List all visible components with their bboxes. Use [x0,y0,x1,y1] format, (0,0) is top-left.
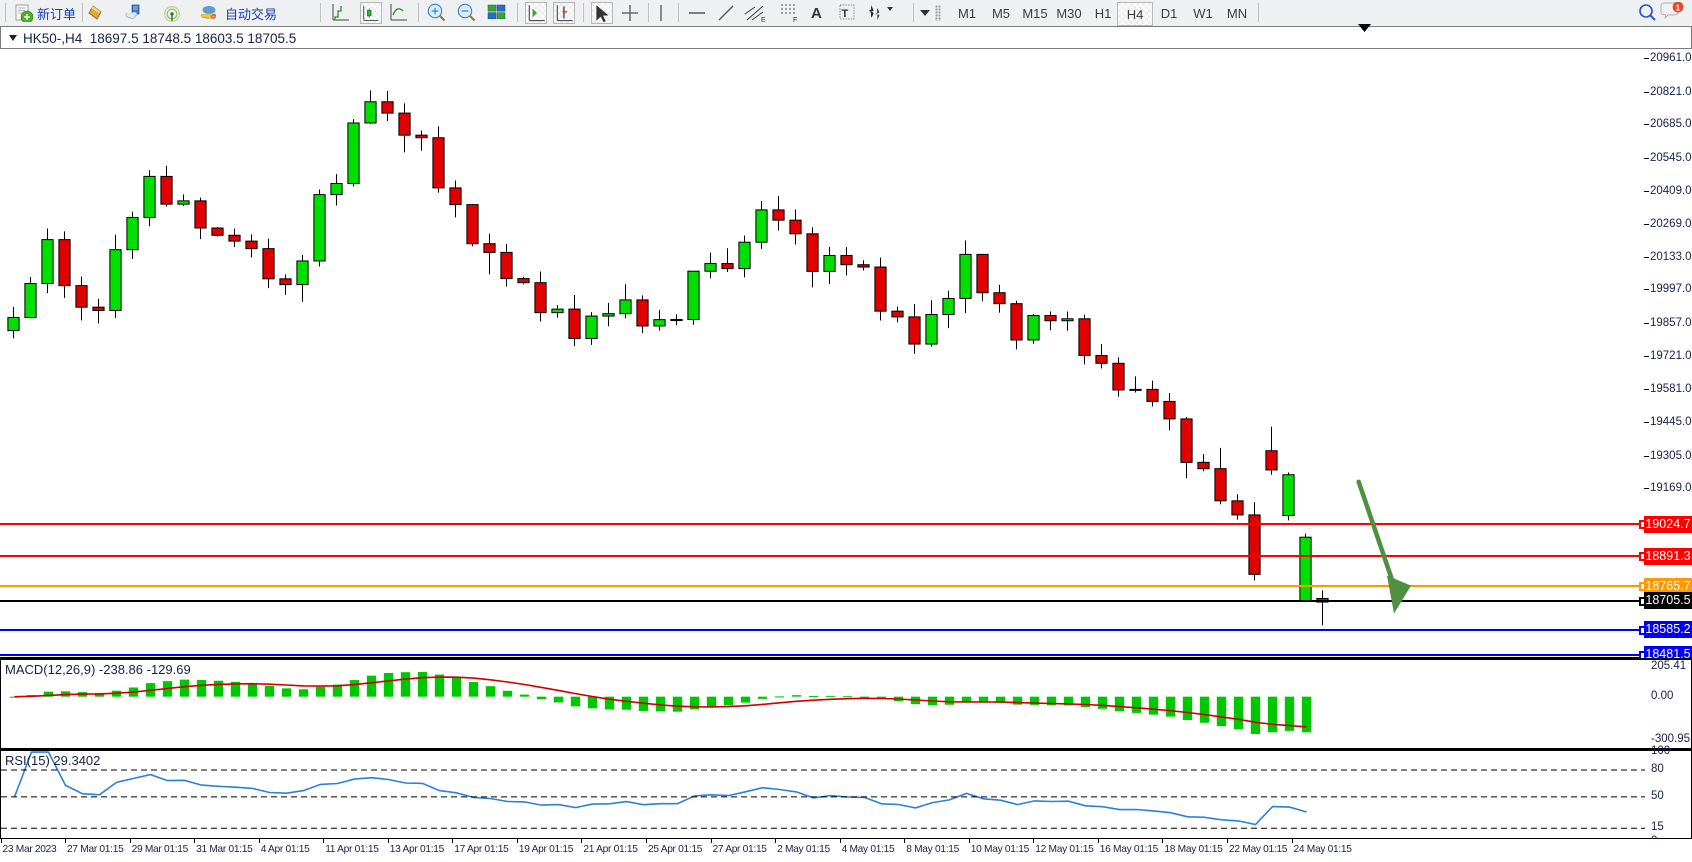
svg-text:E: E [761,17,766,23]
svg-text:A: A [811,5,822,22]
svg-text:T: T [842,8,849,20]
svg-text:F: F [793,17,797,23]
svg-text:1: 1 [1675,2,1680,12]
